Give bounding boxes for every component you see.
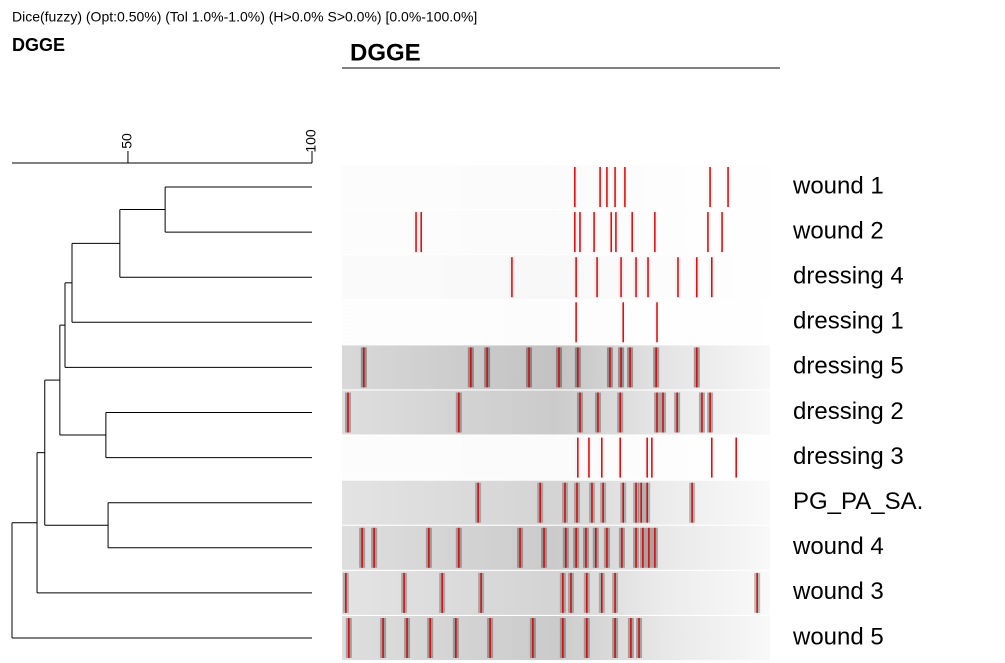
leaf-label: wound 5: [792, 623, 884, 650]
leaf-label: wound 3: [792, 578, 884, 605]
leaf-label: dressing 3: [793, 443, 904, 470]
gel-title: DGGE: [350, 39, 421, 66]
title: DGGE: [12, 35, 65, 55]
gel-lane: [342, 391, 770, 435]
x-tick-label: 50: [119, 133, 135, 149]
leaf-label: dressing 5: [793, 353, 904, 380]
x-tick-label: 100: [303, 129, 319, 153]
leaf-label: wound 1: [792, 172, 884, 199]
figure: Dice(fuzzy) (Opt:0.50%) (Tol 1.0%-1.0%) …: [0, 0, 1005, 663]
gel-lane: [342, 481, 770, 525]
gel-lane: [342, 300, 770, 344]
gel-lane: [342, 165, 770, 209]
leaf-label: dressing 1: [793, 308, 904, 335]
leaf-label: wound 4: [792, 533, 884, 560]
leaf-label: wound 2: [792, 217, 884, 244]
gel-lane: [342, 255, 770, 299]
leaf-label: dressing 4: [793, 263, 904, 290]
header: Dice(fuzzy) (Opt:0.50%) (Tol 1.0%-1.0%) …: [12, 9, 477, 25]
leaf-label: dressing 2: [793, 398, 904, 425]
leaf-label: PG_PA_SA.: [793, 488, 923, 515]
gel-lane: [342, 436, 770, 480]
gel-lane: [342, 526, 770, 570]
